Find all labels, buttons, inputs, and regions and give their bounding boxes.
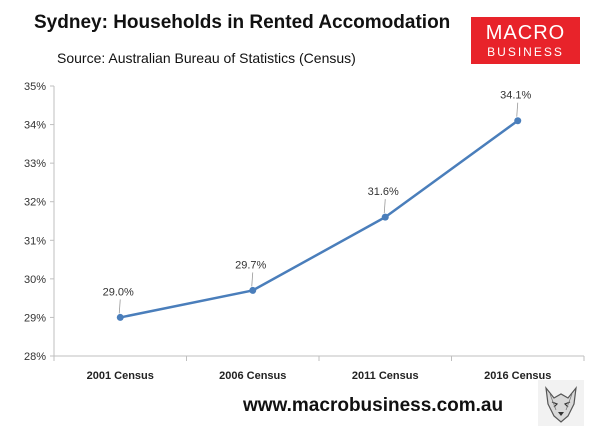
data-point xyxy=(249,286,257,294)
data-label-leader xyxy=(118,299,121,314)
y-tick-label: 29% xyxy=(24,312,46,324)
data-label: 29.7% xyxy=(235,259,266,271)
data-label: 31.6% xyxy=(368,186,399,198)
wolf-logo-icon xyxy=(538,380,584,431)
website-url[interactable]: www.macrobusiness.com.au xyxy=(243,395,504,416)
chart-title: Sydney: Households in Rented Accomodatio… xyxy=(34,12,451,33)
y-tick-label: 34% xyxy=(24,120,46,132)
data-label-leader xyxy=(383,199,386,214)
data-label: 29.0% xyxy=(103,286,134,298)
logo-line-1: MACRO xyxy=(485,21,566,44)
x-tick-label: 2006 Census xyxy=(219,370,286,382)
x-tick-label: 2016 Census xyxy=(484,370,551,382)
y-tick-label: 33% xyxy=(24,158,46,170)
y-tick-label: 31% xyxy=(24,235,46,247)
x-axis: 2001 Census 2006 Census 2011 Census 2016 Ce… xyxy=(53,355,585,382)
x-tick-label: 2001 Census xyxy=(87,370,154,382)
chart-source: Source: Australian Bureau of Statistics … xyxy=(57,50,356,66)
y-tick-label: 35% xyxy=(24,81,46,93)
data-point xyxy=(381,213,389,221)
data-label-leader xyxy=(516,102,519,117)
y-tick-label: 28% xyxy=(24,351,46,363)
x-tick-label: 2011 Census xyxy=(352,370,419,382)
series: 29.0% 29.7% 31.6% 34.1% xyxy=(103,90,532,321)
data-point xyxy=(116,313,124,321)
data-label: 34.1% xyxy=(500,90,531,102)
series-line xyxy=(120,119,519,319)
data-point xyxy=(514,117,522,125)
data-label-leader xyxy=(251,272,254,287)
logo-line-2: BUSINESS xyxy=(487,44,564,59)
y-tick-label: 30% xyxy=(24,274,46,286)
y-axis: 28% 29% 30% 31% 32% 33% 34% 35% xyxy=(24,81,55,363)
y-tick-label: 32% xyxy=(24,197,46,209)
macrobusiness-logo[interactable]: MACRO BUSINESS xyxy=(471,17,580,64)
